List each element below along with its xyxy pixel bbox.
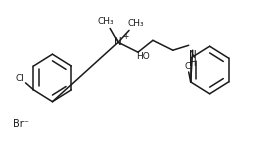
Text: Br⁻: Br⁻ bbox=[13, 120, 29, 129]
Text: Cl: Cl bbox=[184, 61, 193, 71]
Text: HO: HO bbox=[136, 52, 150, 61]
Text: +: + bbox=[122, 32, 128, 41]
Text: N: N bbox=[114, 37, 122, 47]
Text: Cl: Cl bbox=[15, 74, 24, 83]
Text: CH₃: CH₃ bbox=[128, 19, 144, 28]
Text: N: N bbox=[189, 50, 197, 60]
Text: CH₃: CH₃ bbox=[98, 17, 114, 26]
Text: H: H bbox=[189, 58, 197, 68]
